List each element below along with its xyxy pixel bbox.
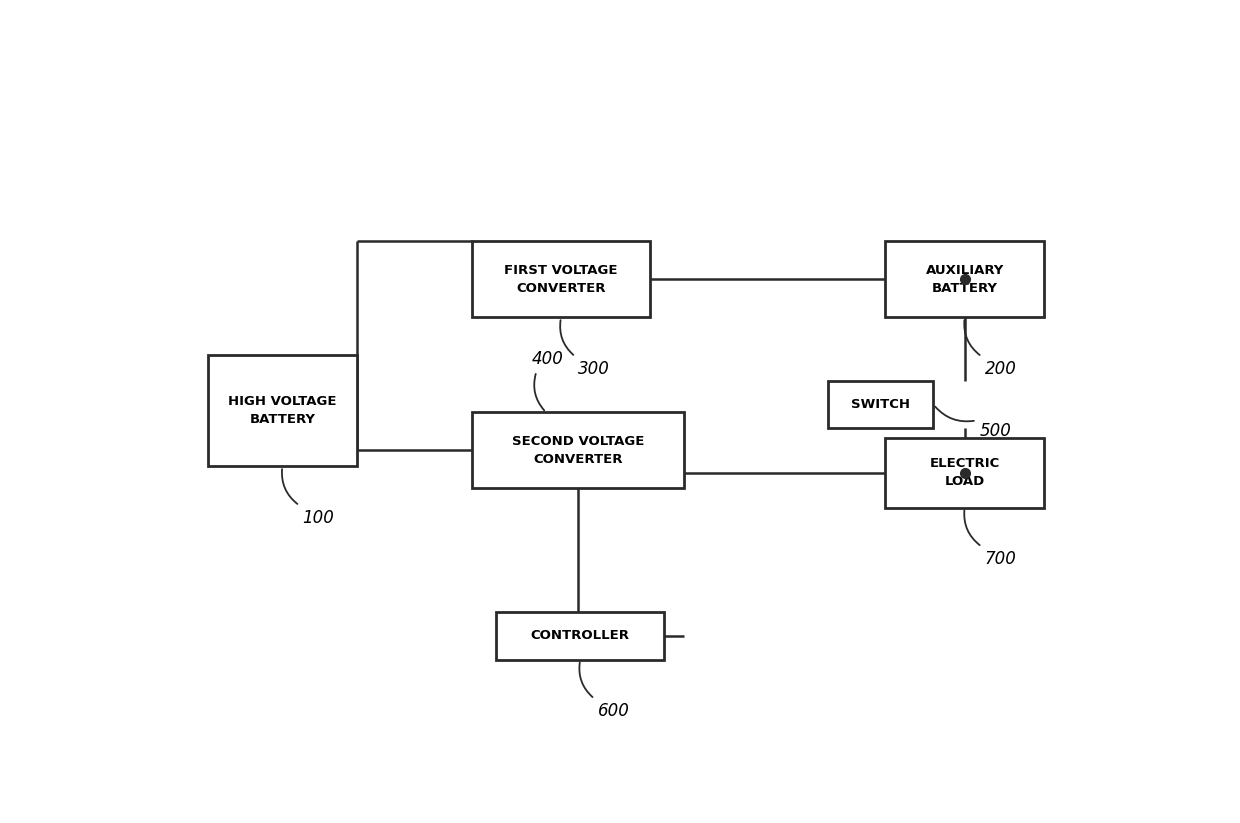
Text: SECOND VOLTAGE
CONVERTER: SECOND VOLTAGE CONVERTER <box>512 435 644 466</box>
Bar <box>885 438 1044 508</box>
Bar <box>885 241 1044 318</box>
Bar <box>472 241 650 318</box>
Text: 300: 300 <box>578 360 610 378</box>
Text: 200: 200 <box>985 360 1017 378</box>
Text: 600: 600 <box>598 702 630 720</box>
Text: 400: 400 <box>532 350 564 368</box>
Text: AUXILIARY
BATTERY: AUXILIARY BATTERY <box>925 264 1004 295</box>
Text: FIRST VOLTAGE
CONVERTER: FIRST VOLTAGE CONVERTER <box>505 264 618 295</box>
Text: HIGH VOLTAGE
BATTERY: HIGH VOLTAGE BATTERY <box>228 395 336 426</box>
Bar <box>472 412 683 489</box>
Bar <box>208 356 357 467</box>
Text: CONTROLLER: CONTROLLER <box>531 630 630 642</box>
Bar <box>496 612 665 659</box>
Text: ELECTRIC
LOAD: ELECTRIC LOAD <box>930 457 999 488</box>
Text: 500: 500 <box>980 422 1012 440</box>
Text: 100: 100 <box>303 509 335 527</box>
Bar <box>828 381 934 428</box>
Text: 700: 700 <box>985 550 1017 568</box>
Text: SWITCH: SWITCH <box>851 398 910 411</box>
